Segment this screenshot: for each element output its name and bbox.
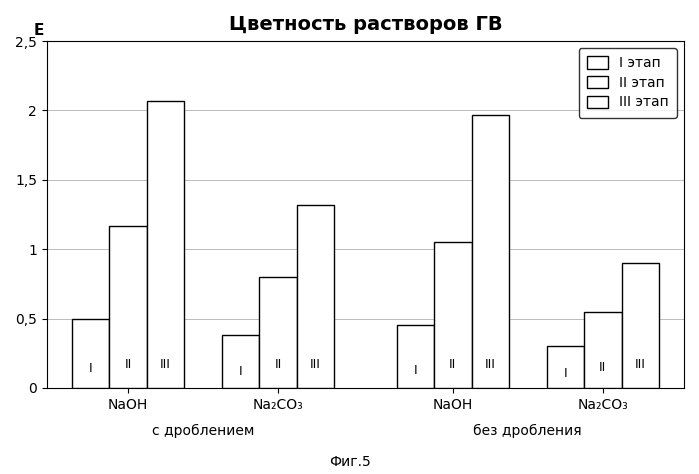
Bar (584, 311, 621, 388)
Text: II: II (449, 358, 456, 371)
Text: II: II (274, 358, 282, 371)
Text: I: I (414, 364, 417, 377)
Bar (472, 115, 509, 388)
Text: с дроблением: с дроблением (152, 423, 254, 438)
Text: III: III (160, 358, 171, 371)
Text: III: III (485, 358, 496, 371)
Text: III: III (635, 358, 646, 371)
Bar (434, 242, 472, 388)
Text: I: I (238, 365, 243, 378)
Text: без дробления: без дробления (473, 423, 582, 438)
Bar (259, 277, 296, 388)
Bar (621, 263, 659, 388)
Bar (396, 326, 434, 388)
Text: II: II (124, 358, 131, 371)
Bar (147, 101, 184, 388)
Text: II: II (599, 361, 607, 374)
Text: Фиг.5: Фиг.5 (329, 455, 370, 469)
Text: III: III (310, 358, 321, 371)
Text: E: E (34, 23, 44, 37)
Title: Цветность растворов ГВ: Цветность растворов ГВ (229, 15, 502, 34)
Bar (547, 346, 584, 388)
Bar (72, 319, 109, 388)
Text: I: I (89, 363, 92, 375)
Text: I: I (563, 367, 567, 381)
Bar (296, 205, 334, 388)
Bar (222, 335, 259, 388)
Bar (109, 226, 147, 388)
Legend: I этап, II этап, III этап: I этап, II этап, III этап (579, 48, 677, 118)
